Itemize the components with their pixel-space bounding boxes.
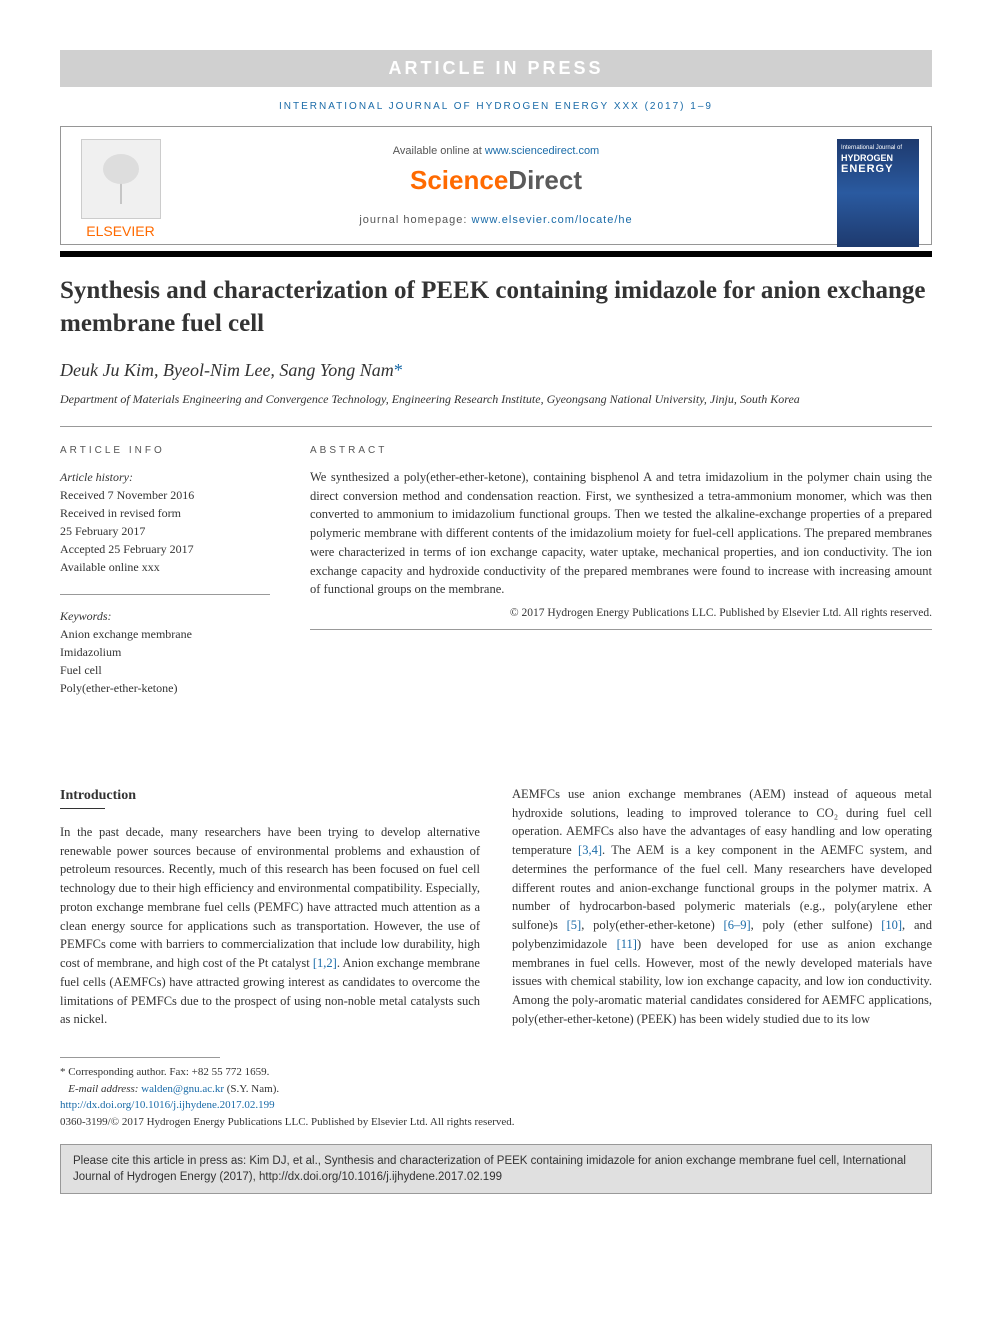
abstract-label: ABSTRACT bbox=[310, 445, 932, 456]
article-info-column: ARTICLE INFO Article history: Received 7… bbox=[60, 445, 270, 715]
abstract-column: ABSTRACT We synthesized a poly(ether-eth… bbox=[310, 445, 932, 715]
sciencedirect-logo: ScienceDirect bbox=[61, 165, 931, 196]
body-column-right: AEMFCs use anion exchange membranes (AEM… bbox=[512, 785, 932, 1029]
citation-box: Please cite this article in press as: Ki… bbox=[60, 1144, 932, 1194]
journal-header: ELSEVIER International Journal of HYDROG… bbox=[60, 126, 932, 245]
affiliation: Department of Materials Engineering and … bbox=[60, 391, 932, 408]
elsevier-tree-icon bbox=[81, 139, 161, 219]
footer: * Corresponding author. Fax: +82 55 772 … bbox=[60, 1057, 932, 1130]
cover-line2: HYDROGEN bbox=[841, 153, 915, 163]
cover-line3: ENERGY bbox=[841, 163, 915, 175]
journal-cover-thumbnail: International Journal of HYDROGEN ENERGY bbox=[837, 139, 919, 247]
body-column-left: Introduction In the past decade, many re… bbox=[60, 785, 480, 1029]
elsevier-logo: ELSEVIER bbox=[73, 139, 168, 239]
email-link[interactable]: walden@gnu.ac.kr bbox=[141, 1083, 224, 1095]
email-line: E-mail address: walden@gnu.ac.kr (S.Y. N… bbox=[60, 1081, 932, 1098]
citation-link[interactable]: [6–9] bbox=[724, 918, 751, 932]
available-online-text: Available online at www.sciencedirect.co… bbox=[61, 145, 931, 157]
corresponding-author: * Corresponding author. Fax: +82 55 772 … bbox=[60, 1064, 932, 1081]
elsevier-text: ELSEVIER bbox=[73, 223, 168, 239]
sciencedirect-link[interactable]: www.sciencedirect.com bbox=[485, 145, 599, 157]
cover-line1: International Journal of bbox=[841, 145, 915, 151]
journal-reference: INTERNATIONAL JOURNAL OF HYDROGEN ENERGY… bbox=[60, 87, 932, 126]
authors: Deuk Ju Kim, Byeol-Nim Lee, Sang Yong Na… bbox=[60, 360, 932, 381]
title-separator-bar bbox=[60, 251, 932, 257]
doi-link[interactable]: http://dx.doi.org/10.1016/j.ijhydene.201… bbox=[60, 1099, 275, 1111]
article-history: Article history: Received 7 November 201… bbox=[60, 468, 270, 576]
keywords-block: Keywords: Anion exchange membrane Imidaz… bbox=[60, 607, 270, 697]
article-title: Synthesis and characterization of PEEK c… bbox=[60, 275, 932, 340]
journal-homepage-text: journal homepage: www.elsevier.com/locat… bbox=[61, 214, 931, 226]
citation-link[interactable]: [3,4] bbox=[578, 843, 602, 857]
citation-link[interactable]: [11] bbox=[617, 937, 637, 951]
abstract-copyright: © 2017 Hydrogen Energy Publications LLC.… bbox=[310, 607, 932, 619]
abstract-text: We synthesized a poly(ether-ether-ketone… bbox=[310, 468, 932, 599]
article-in-press-banner: ARTICLE IN PRESS bbox=[60, 50, 932, 87]
journal-homepage-link[interactable]: www.elsevier.com/locate/he bbox=[472, 214, 633, 226]
citation-link[interactable]: [5] bbox=[567, 918, 582, 932]
article-info-label: ARTICLE INFO bbox=[60, 445, 270, 456]
divider bbox=[60, 426, 932, 427]
citation-link[interactable]: [10] bbox=[881, 918, 902, 932]
introduction-heading: Introduction bbox=[60, 785, 480, 806]
corresponding-author-mark: * bbox=[394, 360, 403, 380]
citation-link[interactable]: [1,2] bbox=[313, 956, 337, 970]
body-text: Introduction In the past decade, many re… bbox=[60, 785, 932, 1029]
issn-copyright: 0360-3199/© 2017 Hydrogen Energy Publica… bbox=[60, 1114, 932, 1131]
divider bbox=[310, 629, 932, 630]
divider bbox=[60, 594, 270, 595]
